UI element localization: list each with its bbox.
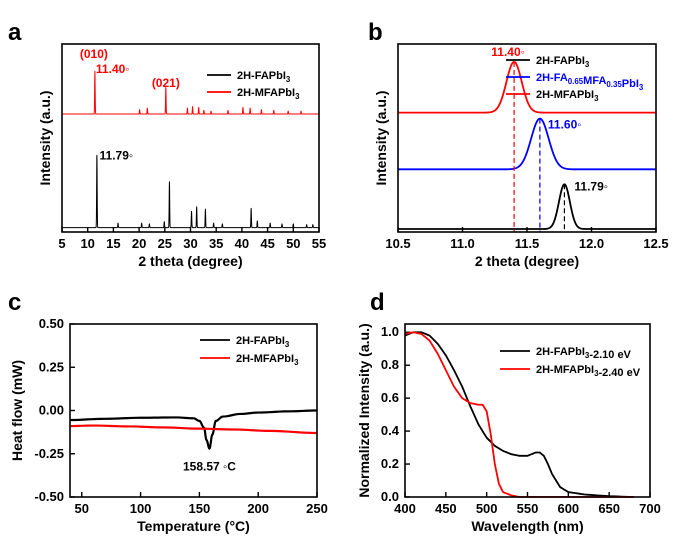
y-tick-label: -0.50 bbox=[34, 489, 64, 504]
x-tick-label: 150 bbox=[189, 501, 211, 516]
annotation: 11.60◦ bbox=[548, 118, 582, 132]
annotation: (010) bbox=[80, 47, 108, 61]
y-axis-label: Intensity (a.u.) bbox=[373, 91, 389, 186]
x-tick-label: 11.5 bbox=[515, 236, 540, 251]
y-tick-label: 0.0 bbox=[381, 489, 399, 504]
x-tick-label: 45 bbox=[260, 236, 274, 251]
series-line bbox=[61, 154, 320, 229]
x-tick-label: 50 bbox=[75, 501, 89, 516]
legend-label: 2H-FAPbI3 bbox=[237, 70, 291, 84]
x-tick-label: 250 bbox=[306, 501, 328, 516]
legend-label: 2H-MFAPbI3-2.40 eV bbox=[536, 364, 641, 379]
x-tick-label: 700 bbox=[639, 501, 661, 516]
x-tick-label: 500 bbox=[476, 501, 498, 516]
panel-label: d bbox=[370, 289, 385, 316]
series-line bbox=[397, 61, 657, 114]
panel-a: a 5 10 15 20 25 30 35 40 45 50 55 2 theta (degree) In… bbox=[8, 19, 326, 269]
x-tick-label: 200 bbox=[247, 501, 269, 516]
series-line bbox=[397, 117, 657, 171]
legend-label: 2H-FAPbI3 bbox=[236, 335, 290, 349]
legend-label: 2H-FAPbI3 bbox=[536, 55, 590, 69]
panel-b: b 10.5 11.0 11.5 12.0 12.5 2 theta (degree) Int… bbox=[368, 19, 669, 269]
annotation: (021) bbox=[152, 76, 180, 90]
series-line bbox=[69, 409, 318, 450]
y-axis-label: Intensity (a.u.) bbox=[37, 91, 53, 186]
plot-frame bbox=[397, 43, 657, 233]
panel-c: c 0.50 0.25 0.00 -0.25 -0.50 50 100 150 200 250 Tem… bbox=[8, 289, 328, 534]
y-tick-label: 0.25 bbox=[39, 359, 64, 374]
y-axis-label: Heat flow (mW) bbox=[9, 360, 25, 461]
x-tick-label: 30 bbox=[183, 236, 197, 251]
y-tick-label: 0.6 bbox=[381, 390, 399, 405]
annotation: 11.79◦ bbox=[574, 179, 608, 193]
x-axis-label: Temperature (°C) bbox=[137, 518, 250, 534]
y-tick-label: 0.2 bbox=[381, 456, 399, 471]
x-tick-label: 12.0 bbox=[579, 236, 604, 251]
x-tick-label: 25 bbox=[158, 236, 172, 251]
series-line bbox=[69, 424, 318, 435]
x-tick-label: 5 bbox=[58, 236, 65, 251]
x-axis-label: 2 theta (degree) bbox=[138, 253, 242, 269]
annotation: 11.79◦ bbox=[100, 149, 134, 163]
x-tick-label: 20 bbox=[132, 236, 146, 251]
x-tick-label: 550 bbox=[517, 501, 539, 516]
legend-label: 2H-MFAPbI3 bbox=[237, 87, 300, 101]
x-tick-label: 400 bbox=[394, 501, 416, 516]
y-tick-label: 0.8 bbox=[381, 357, 399, 372]
y-tick-label: 0.50 bbox=[39, 316, 64, 331]
x-tick-label: 100 bbox=[130, 501, 152, 516]
x-tick-label: 450 bbox=[435, 501, 457, 516]
x-tick-label: 650 bbox=[598, 501, 620, 516]
legend-label: 2H-FAPbI3-2.10 eV bbox=[536, 346, 632, 361]
x-tick-label: 600 bbox=[557, 501, 579, 516]
series-line bbox=[61, 70, 320, 115]
x-tick-label: 10 bbox=[80, 236, 94, 251]
x-tick-label: 55 bbox=[312, 236, 326, 251]
series-line bbox=[404, 331, 634, 498]
x-tick-label: 15 bbox=[106, 236, 120, 251]
legend-label: 2H-FA0.65MFA0.35PbI3 bbox=[536, 72, 644, 92]
panel-label: a bbox=[8, 19, 22, 46]
x-tick-label: 35 bbox=[209, 236, 223, 251]
x-tick-label: 40 bbox=[235, 236, 249, 251]
y-tick-label: 0.00 bbox=[39, 403, 64, 418]
panel-d: d 0.0 0.2 0.4 0.6 0.8 1.0 400 450 500 550 600 650 700… bbox=[356, 289, 661, 534]
x-axis-label: Wavelength (nm) bbox=[471, 518, 583, 534]
legend-label: 2H-MFAPbI3 bbox=[536, 89, 599, 103]
annotation: 11.40◦ bbox=[96, 62, 130, 76]
x-axis-label: 2 theta (degree) bbox=[475, 253, 579, 269]
y-tick-label: 1.0 bbox=[381, 324, 399, 339]
series-line bbox=[397, 183, 657, 230]
y-tick-label: 0.4 bbox=[381, 423, 400, 438]
panel-label: c bbox=[8, 289, 21, 316]
plot-frame bbox=[69, 323, 318, 498]
y-tick-label: -0.25 bbox=[34, 446, 64, 461]
annotation: 11.40◦ bbox=[491, 45, 525, 59]
x-tick-label: 10.5 bbox=[385, 236, 410, 251]
y-axis-label: Normalized Intensity (a.u.) bbox=[356, 323, 372, 497]
x-tick-label: 11.0 bbox=[450, 236, 475, 251]
legend-label: 2H-MFAPbI3 bbox=[236, 353, 299, 367]
x-tick-label: 50 bbox=[286, 236, 300, 251]
annotation: 158.57 ◦C bbox=[183, 460, 236, 474]
panel-label: b bbox=[368, 19, 383, 46]
x-tick-label: 12.5 bbox=[643, 236, 668, 251]
